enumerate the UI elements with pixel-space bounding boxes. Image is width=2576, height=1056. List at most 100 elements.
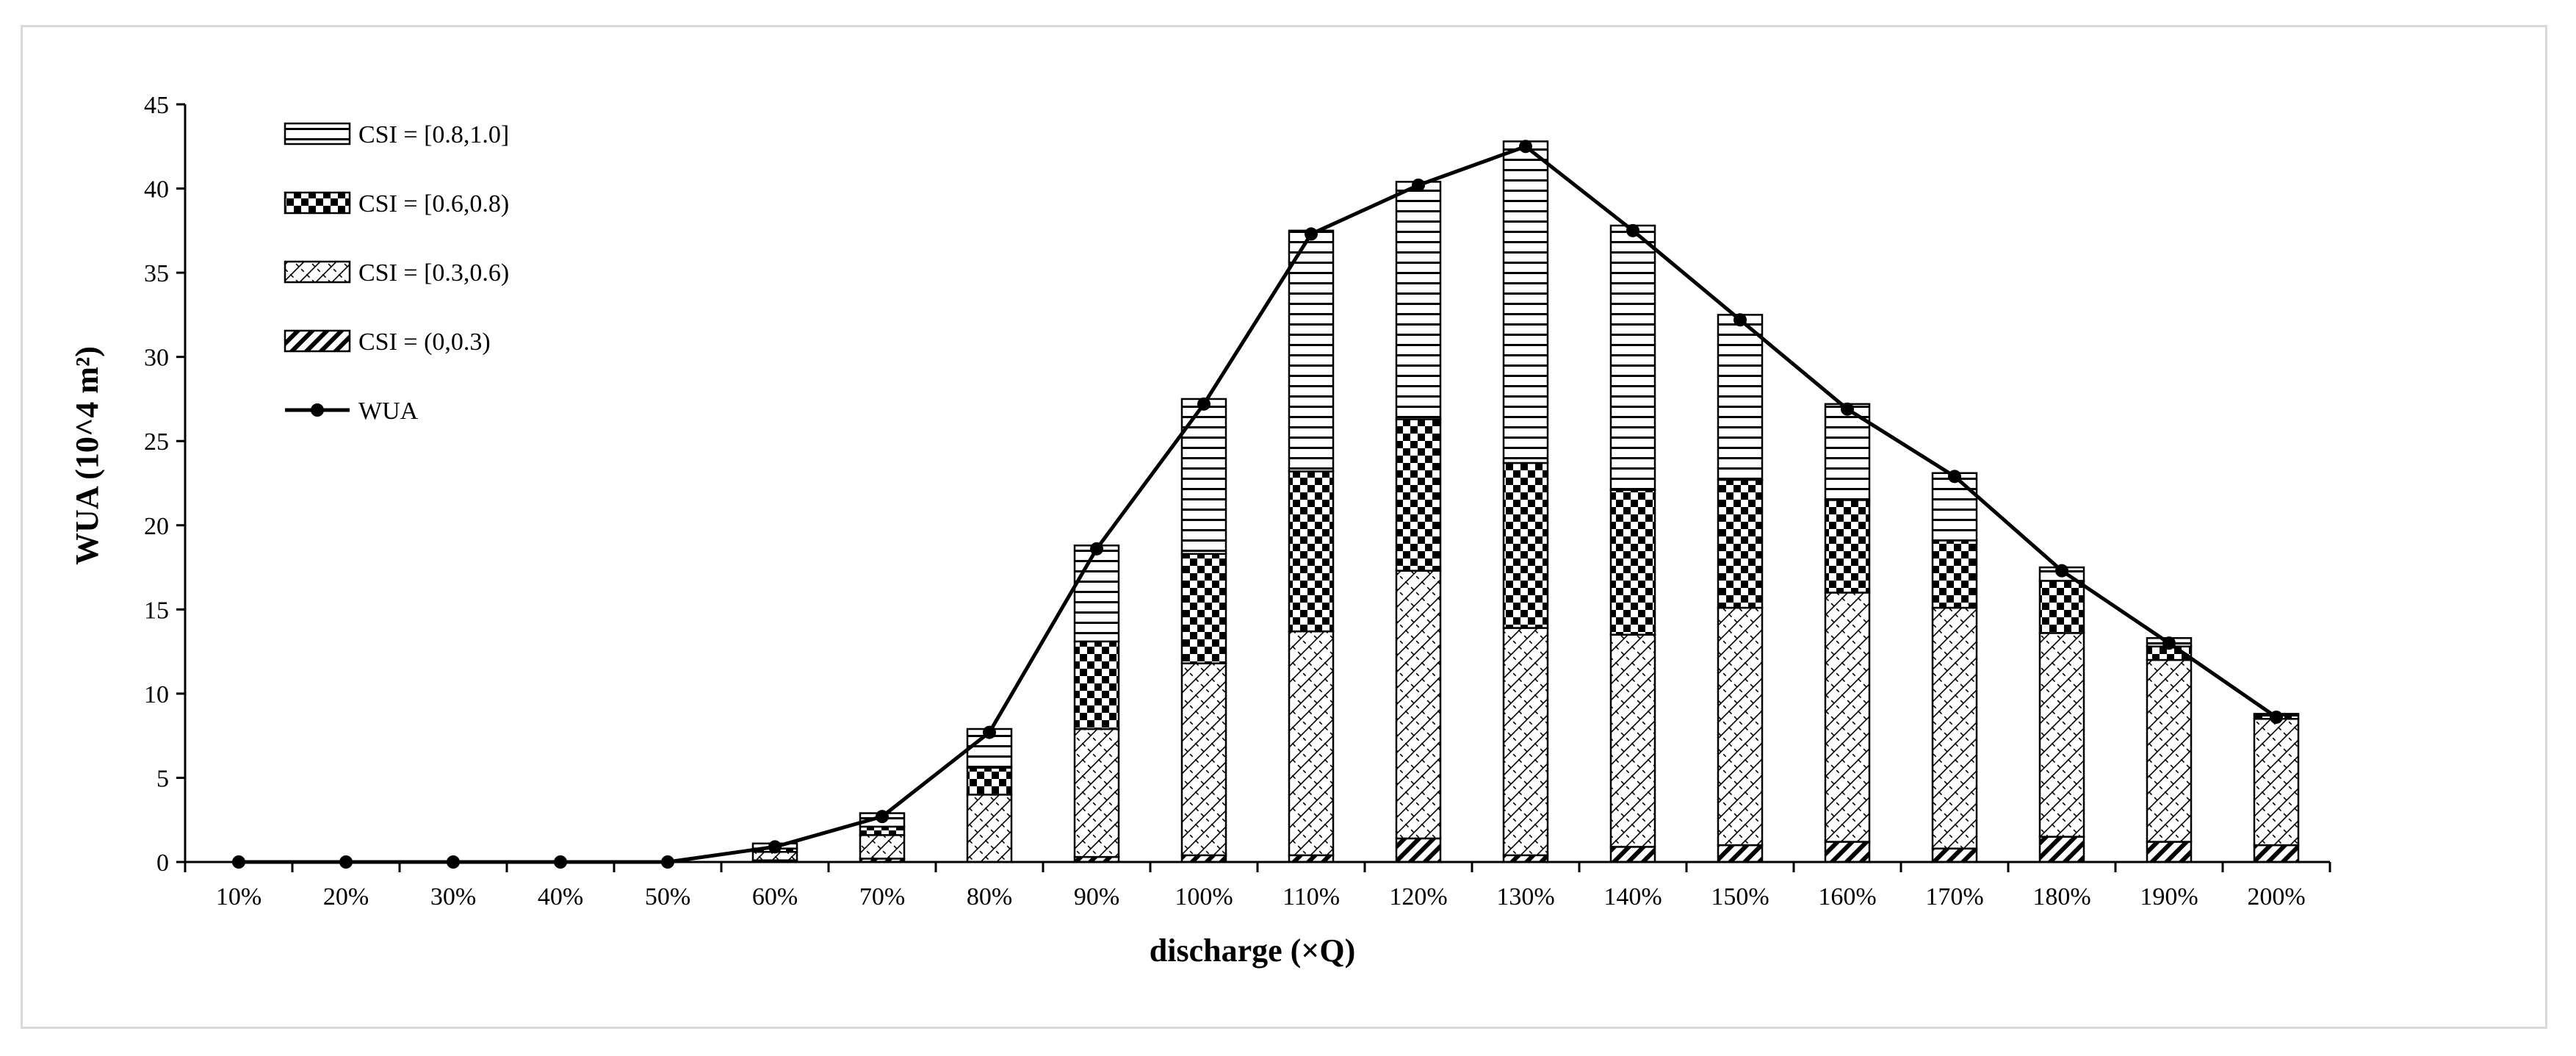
- bar-segment-90pct-series-3: [1073, 640, 1120, 730]
- y-tick-label: 10: [144, 681, 169, 708]
- bar-segment-120pct-series-3: [1395, 418, 1442, 572]
- bar-segment-130pct-series-2: [1502, 627, 1549, 857]
- x-tick-label: 190%: [2140, 883, 2198, 910]
- x-tick-label: 100%: [1175, 883, 1233, 910]
- y-axis-title: WUA (10^4 m²): [69, 346, 105, 565]
- x-tick-label: 40%: [538, 883, 583, 910]
- x-tick-label: 80%: [967, 883, 1012, 910]
- wua-point-130pct: [1519, 140, 1532, 154]
- bar-segment-180pct-series-2: [2038, 632, 2085, 838]
- bar-segment-190pct-series-1: [2146, 841, 2193, 863]
- bar-segment-170pct-series-2: [1931, 606, 1978, 850]
- wua-point-190pct: [2162, 636, 2176, 650]
- legend-label: CSI = [0.8,1.0]: [358, 121, 509, 148]
- legend-swatch: [284, 260, 351, 284]
- y-tick-label: 35: [144, 260, 169, 287]
- wua-point-60pct: [768, 840, 782, 854]
- legend-swatch: [284, 122, 351, 146]
- bar-segment-140pct-series-4: [1609, 224, 1656, 491]
- bar-segment-170pct-series-1: [1931, 847, 1978, 863]
- x-tick-label: 30%: [430, 883, 476, 910]
- x-tick-label: 10%: [216, 883, 261, 910]
- bar-segment-160pct-series-1: [1824, 841, 1871, 863]
- x-tick-label: 110%: [1282, 883, 1340, 910]
- legend-label: CSI = [0.6,0.8): [358, 190, 509, 218]
- bar-segment-200pct-series-2: [2253, 718, 2300, 847]
- bar-segment-160pct-series-3: [1824, 499, 1871, 594]
- x-tick-label: 90%: [1074, 883, 1119, 910]
- bar-segment-130pct-series-3: [1502, 461, 1549, 629]
- y-tick-label: 30: [144, 345, 169, 372]
- y-tick-label: 15: [144, 597, 169, 624]
- bar-segment-120pct-series-2: [1395, 570, 1442, 840]
- wua-point-160pct: [1841, 402, 1854, 416]
- legend-label: WUA: [358, 398, 419, 425]
- bar-segment-110pct-series-2: [1288, 630, 1335, 857]
- bar-segment-160pct-series-2: [1824, 592, 1871, 843]
- bar-segment-170pct-series-4: [1931, 472, 1978, 542]
- x-tick-label: 140%: [1603, 883, 1662, 910]
- bar-segment-110pct-series-3: [1288, 470, 1335, 633]
- wua-point-100pct: [1197, 397, 1211, 411]
- bar-segment-120pct-series-1: [1395, 837, 1442, 863]
- bar-segment-90pct-series-2: [1073, 728, 1120, 858]
- x-tick-label: 130%: [1496, 883, 1554, 910]
- axes-layer: 0 5 10 15 20 25 30 35 40 45 10% 20% 30% 40% 50% 60% 70% 8…: [144, 92, 2331, 910]
- bars-layer: [751, 140, 2300, 863]
- bar-segment-140pct-series-1: [1609, 846, 1656, 863]
- bar-segment-70pct-series-3: [859, 825, 906, 836]
- x-tick-label: 200%: [2247, 883, 2305, 910]
- bar-segment-180pct-series-3: [2038, 580, 2085, 634]
- bar-segment-180pct-series-1: [2038, 836, 2085, 863]
- wua-point-110pct: [1305, 227, 1318, 241]
- y-tick-label: 5: [156, 765, 169, 792]
- wua-point-200pct: [2270, 710, 2283, 724]
- bar-segment-80pct-series-2: [966, 794, 1013, 863]
- y-tick-label: 25: [144, 428, 169, 456]
- x-tick-label: 70%: [859, 883, 905, 910]
- bar-segment-170pct-series-3: [1931, 539, 1978, 609]
- bar-segment-110pct-series-4: [1288, 229, 1335, 473]
- y-tick-label: 45: [144, 92, 169, 119]
- legend-label: CSI = [0.3,0.6): [358, 259, 509, 287]
- y-tick-label: 0: [156, 850, 169, 877]
- x-tick-label: 160%: [1818, 883, 1876, 910]
- bar-segment-150pct-series-3: [1717, 478, 1764, 609]
- wua-point-170pct: [1948, 470, 1961, 484]
- bar-segment-140pct-series-2: [1609, 633, 1656, 848]
- legend-wua-marker: [311, 403, 324, 417]
- x-tick-label: 180%: [2032, 883, 2090, 910]
- bar-segment-70pct-series-2: [859, 834, 906, 860]
- wua-point-90pct: [1090, 542, 1103, 556]
- wua-point-80pct: [983, 725, 996, 739]
- x-tick-label: 60%: [752, 883, 798, 910]
- x-tick-label: 20%: [323, 883, 369, 910]
- x-tick-label: 150%: [1711, 883, 1769, 910]
- wua-point-180pct: [2055, 564, 2068, 578]
- wua-point-150pct: [1733, 313, 1747, 327]
- bar-segment-130pct-series-4: [1502, 140, 1549, 464]
- bar-segment-150pct-series-4: [1717, 314, 1764, 481]
- bar-segment-190pct-series-2: [2146, 658, 2193, 843]
- x-tick-label: 50%: [645, 883, 690, 910]
- y-tick-label: 20: [144, 513, 169, 540]
- bar-segment-90pct-series-4: [1073, 545, 1120, 643]
- legend-label: CSI = (0,0.3): [358, 328, 491, 356]
- bar-segment-140pct-series-3: [1609, 489, 1656, 636]
- bar-segment-200pct-series-1: [2253, 844, 2300, 863]
- bar-segment-100pct-series-3: [1180, 553, 1227, 664]
- legend-swatch: [284, 191, 351, 215]
- wua-point-120pct: [1412, 178, 1425, 192]
- wua-point-140pct: [1626, 223, 1639, 237]
- x-tick-label: 170%: [1925, 883, 1983, 910]
- x-tick-label: 120%: [1389, 883, 1447, 910]
- legend: CSI = [0.8,1.0] CSI = [0.6,0.8) CSI = [0.3…: [284, 121, 509, 425]
- legend-swatch: [284, 329, 351, 353]
- y-tick-label: 40: [144, 176, 169, 204]
- bar-segment-80pct-series-3: [966, 766, 1013, 796]
- wua-point-70pct: [876, 810, 889, 824]
- bar-segment-120pct-series-4: [1395, 181, 1442, 420]
- bar-segment-100pct-series-2: [1180, 662, 1227, 857]
- bar-segment-150pct-series-1: [1717, 844, 1764, 863]
